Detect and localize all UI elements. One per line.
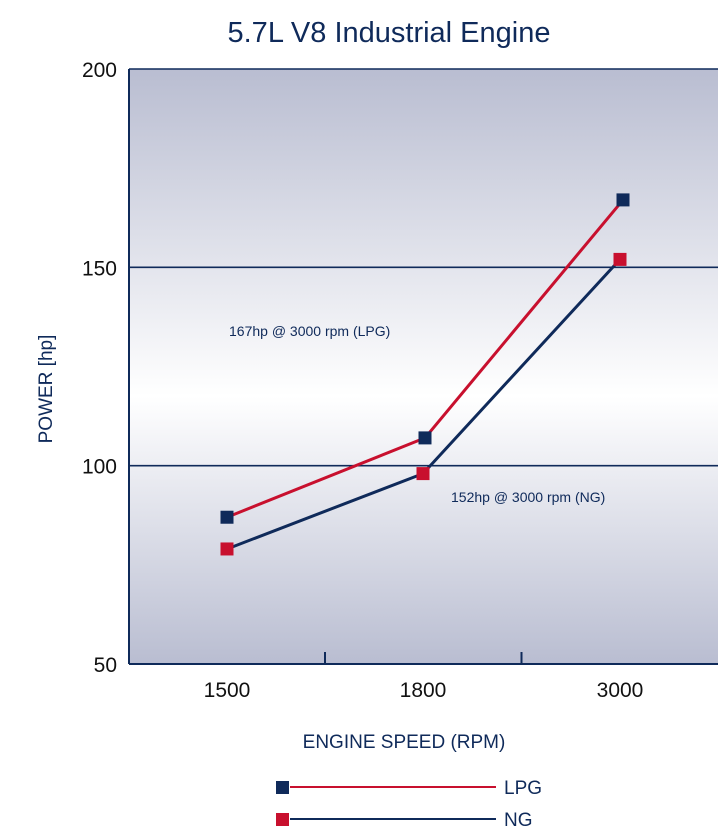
x-tick-label-1800: 1800 bbox=[400, 679, 447, 702]
y-tick-label-150: 150 bbox=[82, 257, 117, 280]
point-lpg-1500 bbox=[220, 510, 234, 524]
point-lpg-3000 bbox=[616, 193, 630, 207]
y-tick-labels: 50 100 150 200 bbox=[82, 59, 117, 677]
legend-marker-lpg bbox=[276, 781, 289, 794]
y-tick-label-100: 100 bbox=[82, 456, 117, 479]
x-tick-labels: 1500 1800 3000 bbox=[204, 679, 644, 702]
legend-item-lpg: LPG bbox=[276, 778, 542, 799]
y-tick-label-50: 50 bbox=[94, 654, 117, 677]
x-axis-label: ENGINE SPEED (RPM) bbox=[303, 732, 506, 753]
x-tick-marks bbox=[324, 652, 523, 664]
annotation-lpg: 167hp @ 3000 rpm (LPG) bbox=[229, 323, 390, 339]
legend: LPG NG bbox=[276, 778, 542, 831]
point-ng-1500 bbox=[220, 542, 234, 556]
point-ng-1800 bbox=[416, 467, 430, 481]
x-tick-label-1500: 1500 bbox=[204, 679, 251, 702]
legend-marker-ng bbox=[276, 813, 289, 826]
x-tick-label-3000: 3000 bbox=[597, 679, 644, 702]
legend-label-ng: NG bbox=[504, 810, 533, 831]
annotation-ng: 152hp @ 3000 rpm (NG) bbox=[451, 489, 605, 505]
point-ng-3000 bbox=[613, 252, 627, 266]
gridlines bbox=[129, 266, 718, 467]
chart-title: 5.7L V8 Industrial Engine bbox=[228, 17, 551, 49]
series-layer bbox=[220, 193, 630, 556]
point-lpg-1800 bbox=[418, 431, 432, 445]
y-tick-label-200: 200 bbox=[82, 59, 117, 82]
legend-label-lpg: LPG bbox=[504, 778, 542, 799]
y-axis-label: POWER [hp] bbox=[36, 335, 57, 444]
legend-item-ng: NG bbox=[276, 810, 533, 831]
plot-area bbox=[129, 69, 718, 664]
